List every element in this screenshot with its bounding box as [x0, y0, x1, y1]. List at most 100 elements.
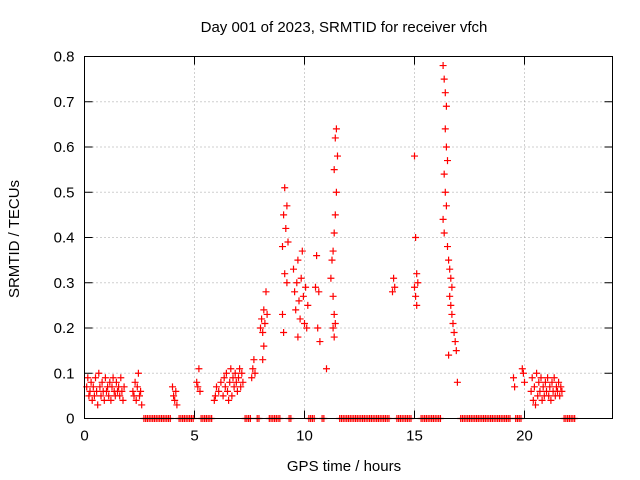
data-point: [329, 292, 337, 300]
data-point: [132, 396, 140, 404]
data-point: [328, 256, 336, 264]
data-point: [220, 374, 228, 382]
data-point: [88, 396, 96, 404]
data-point: [556, 392, 564, 400]
data-point: [323, 365, 330, 373]
data-point: [259, 356, 267, 364]
data-point: [389, 288, 396, 296]
data-point: [251, 369, 259, 377]
y-tick-label: 0.2: [54, 320, 75, 337]
data-point: [238, 369, 246, 377]
data-point: [248, 374, 256, 382]
data-point: [414, 279, 422, 287]
data-point: [539, 383, 547, 391]
data-point: [120, 383, 128, 391]
data-point: [330, 166, 338, 174]
data-point: [219, 392, 227, 400]
data-point: [294, 333, 302, 341]
data-point: [439, 215, 447, 223]
data-point: [304, 301, 312, 309]
data-point: [260, 306, 268, 314]
data-point: [331, 319, 339, 327]
data-point: [258, 315, 266, 323]
data-point: [519, 369, 527, 377]
data-point: [330, 333, 338, 341]
data-point: [89, 383, 97, 391]
data-point: [106, 378, 114, 386]
data-point: [550, 374, 558, 382]
data-point: [226, 378, 234, 386]
data-point: [90, 392, 98, 400]
data-point: [293, 279, 301, 287]
data-point: [233, 387, 241, 395]
data-point: [390, 274, 398, 282]
data-point: [442, 143, 450, 151]
data-point: [84, 374, 92, 382]
data-point: [97, 392, 105, 400]
data-point: [331, 211, 339, 219]
data-point: [537, 374, 545, 382]
data-point: [316, 338, 324, 346]
data-point: [257, 324, 264, 332]
data-point: [543, 387, 550, 395]
data-point: [441, 89, 449, 97]
data-point: [261, 319, 269, 327]
data-point: [173, 401, 181, 409]
data-point: [291, 288, 299, 296]
data-point: [138, 401, 146, 409]
data-point: [281, 184, 289, 192]
data-point: [239, 378, 247, 386]
data-point: [510, 374, 517, 382]
data-point: [196, 387, 204, 395]
data-point: [332, 188, 340, 196]
data-point: [172, 387, 180, 395]
data-points: [83, 62, 579, 422]
data-point: [545, 392, 553, 400]
data-point: [440, 170, 448, 178]
data-point: [87, 378, 95, 386]
data-point: [442, 102, 450, 110]
data-point: [108, 383, 116, 391]
data-point: [535, 378, 543, 386]
data-point: [442, 202, 450, 210]
data-point: [546, 383, 554, 391]
data-point: [225, 396, 233, 404]
data-point: [281, 270, 289, 278]
data-point: [94, 401, 102, 409]
data-point: [170, 392, 178, 400]
data-point: [530, 383, 538, 391]
data-point: [440, 75, 448, 83]
data-point: [193, 378, 201, 386]
data-point: [511, 383, 519, 391]
data-point: [280, 329, 288, 337]
data-point: [235, 374, 242, 382]
data-point: [527, 387, 535, 395]
x-tick-label: 0: [80, 428, 88, 445]
data-point: [109, 374, 117, 382]
data-point: [528, 374, 536, 382]
data-point: [169, 383, 176, 391]
x-tick-label: 10: [296, 428, 313, 445]
data-point: [547, 396, 555, 404]
data-point: [413, 301, 421, 309]
data-point: [327, 274, 335, 282]
data-point: [452, 347, 460, 355]
data-point: [529, 396, 537, 404]
data-point: [532, 401, 539, 409]
data-point: [441, 125, 449, 133]
data-point: [448, 310, 456, 318]
data-point: [451, 338, 459, 346]
data-point: [448, 283, 456, 291]
data-point: [134, 369, 142, 377]
data-point: [332, 125, 340, 133]
y-tick-label: 0.8: [54, 49, 75, 66]
data-point: [444, 157, 451, 165]
data-point: [446, 265, 454, 273]
data-point: [260, 342, 268, 350]
data-point: [116, 392, 124, 400]
y-tick-label: 0.6: [54, 139, 75, 156]
data-point: [533, 369, 541, 377]
data-point: [96, 383, 104, 391]
y-tick-label: 0: [66, 411, 74, 428]
data-point: [263, 310, 271, 318]
